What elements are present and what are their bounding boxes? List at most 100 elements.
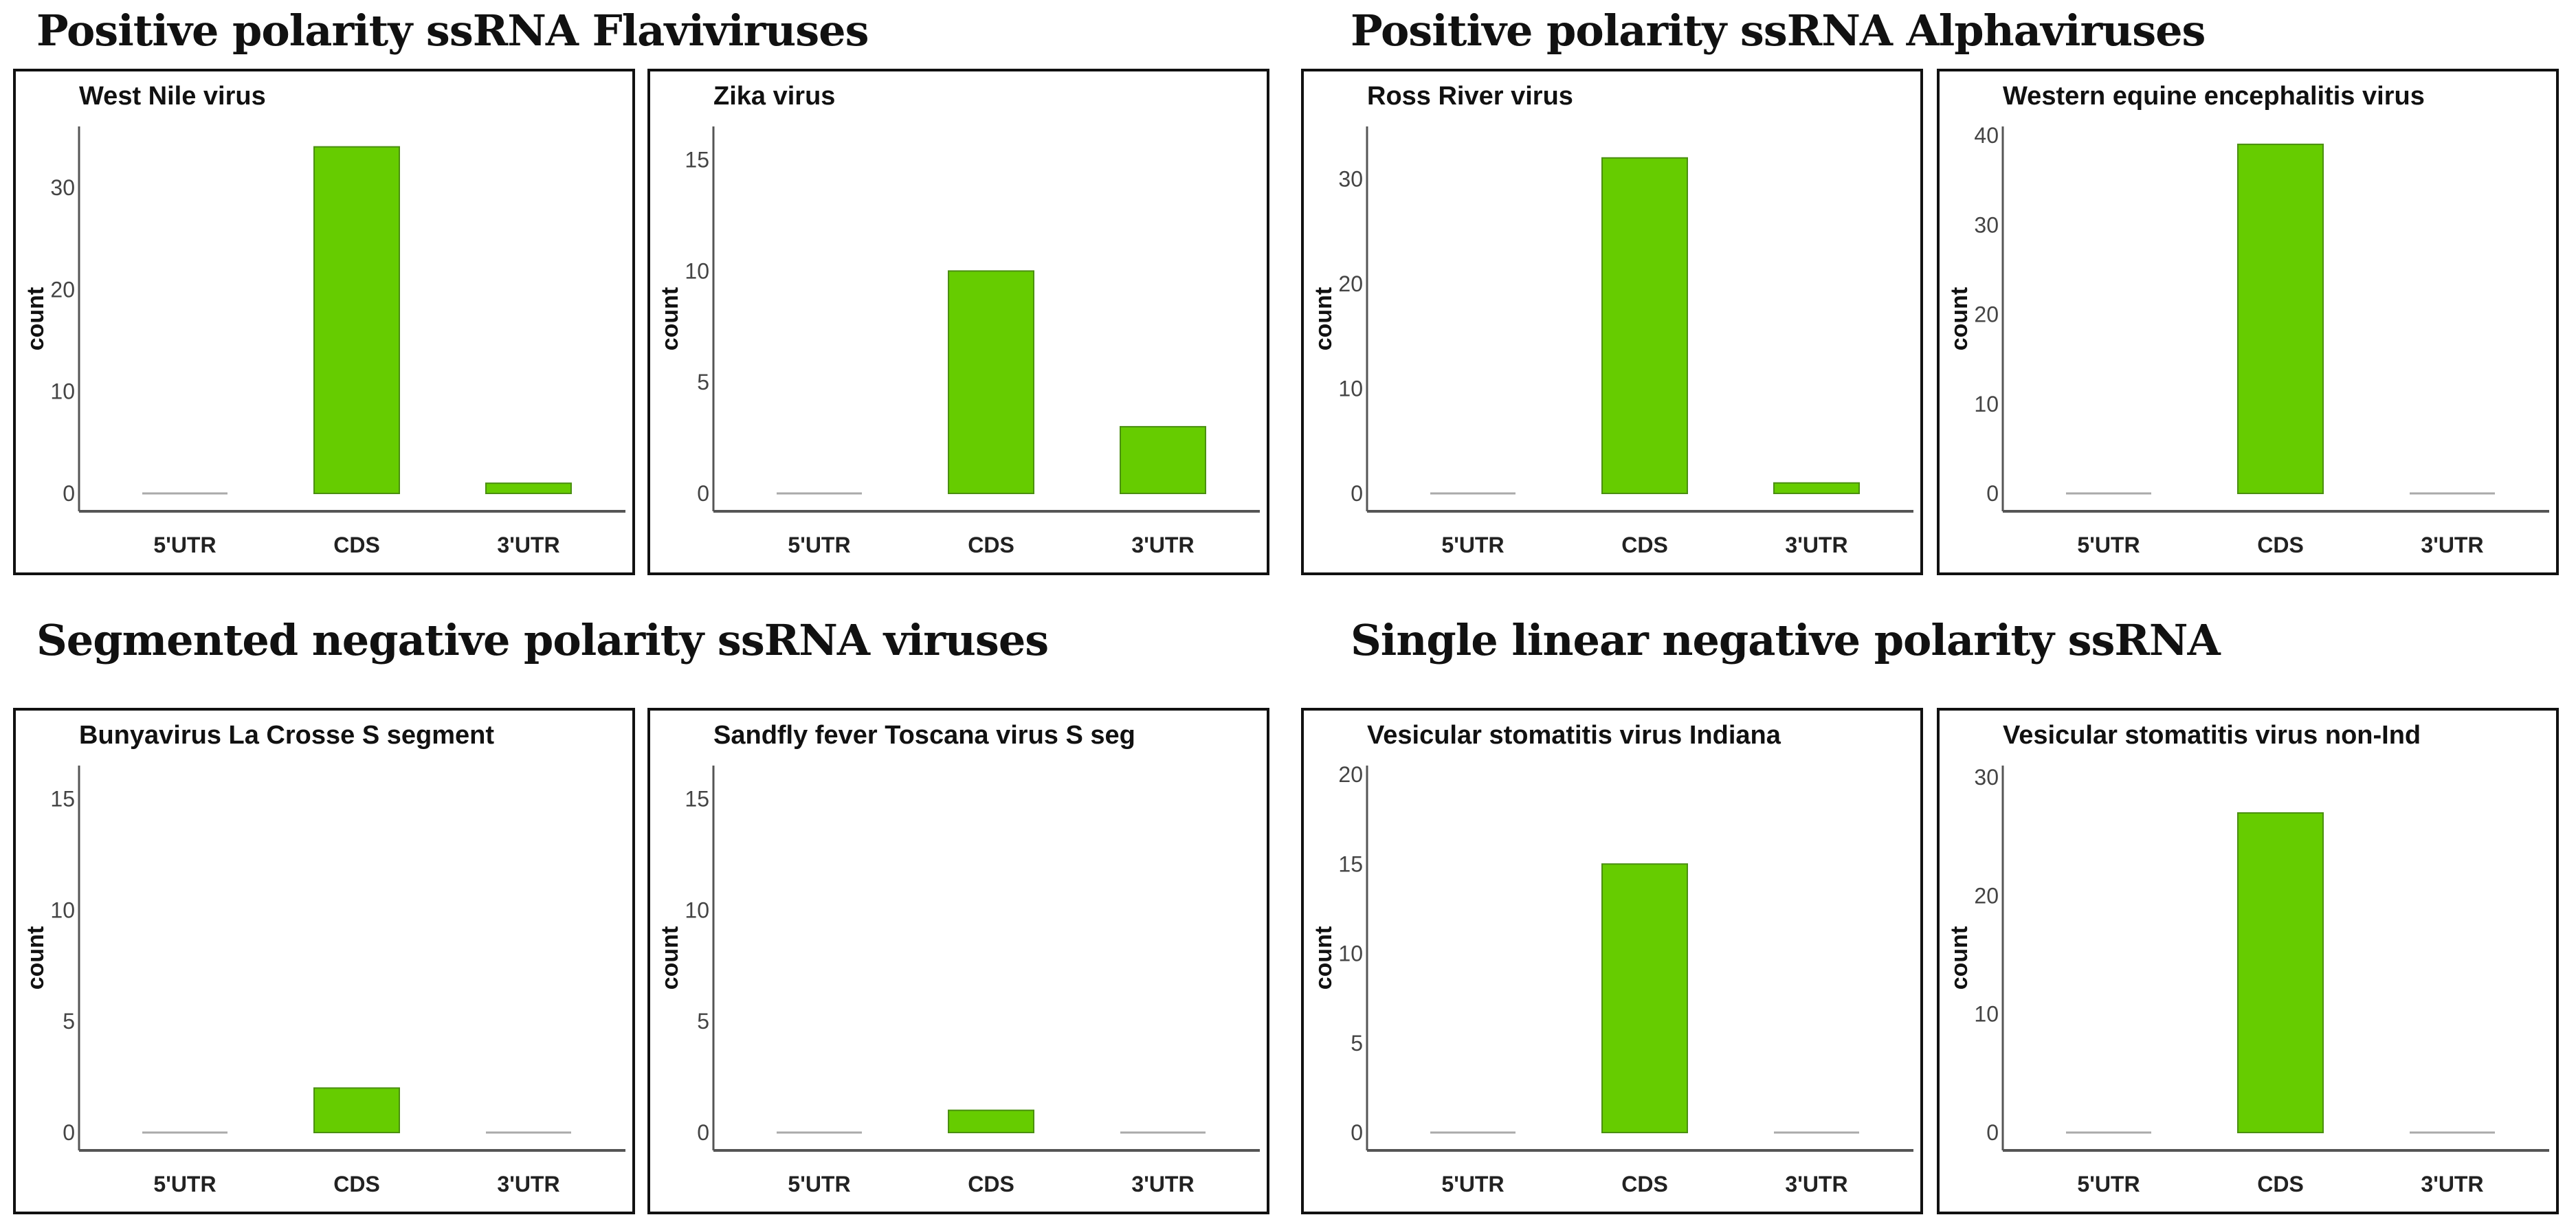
y-tick-label: 5 <box>63 1009 75 1034</box>
x-tick-label: CDS <box>968 1172 1014 1196</box>
y-tick-label: 10 <box>50 898 75 922</box>
y-tick-label: 10 <box>50 379 75 404</box>
x-tick-label: 3'UTR <box>497 533 559 557</box>
chart-panel: Zika virus 0 5 10 15 count 5'UTR CDS 3'UTR <box>647 69 1269 575</box>
y-tick-label: 30 <box>1338 166 1363 191</box>
chart-title: Zika virus <box>713 82 835 111</box>
y-tick-label: 40 <box>1974 123 1999 148</box>
y-axis-label: count <box>1311 287 1337 351</box>
section-title-single-linear-negative: Single linear negative polarity ssRNA <box>1351 615 2221 665</box>
y-tick-label: 0 <box>1986 1120 1999 1145</box>
bar <box>313 1087 400 1133</box>
chart-title: West Nile virus <box>79 82 266 111</box>
y-tick-label: 10 <box>1338 941 1363 966</box>
chart-panel: West Nile virus 0 10 20 30 count 5'UTR CDS 3'UTR <box>13 69 635 575</box>
y-tick-label: 10 <box>1974 392 1999 416</box>
y-tick-label: 0 <box>1351 1120 1363 1145</box>
y-tick-label: 0 <box>1986 481 1999 506</box>
bar <box>948 1109 1034 1133</box>
x-tick-label: 3'UTR <box>1131 1172 1194 1196</box>
x-tick-label: 5'UTR <box>1441 1172 1504 1196</box>
x-tick-label: CDS <box>968 533 1014 557</box>
y-tick-label: 20 <box>1974 883 1999 908</box>
x-tick-label: 3'UTR <box>1785 533 1847 557</box>
y-tick-label: 0 <box>63 481 75 506</box>
y-tick-label: 15 <box>50 787 75 812</box>
y-axis-label: count <box>23 287 49 351</box>
x-tick-label: 5'UTR <box>2077 1172 2140 1196</box>
x-tick-label: 3'UTR <box>2421 533 2483 557</box>
bar <box>2237 812 2324 1133</box>
x-tick-label: 5'UTR <box>2077 533 2140 557</box>
bar-chart: West Nile virus 0 10 20 30 count 5'UTR CDS 3'UTR <box>23 82 625 557</box>
y-tick-label: 0 <box>1351 481 1363 506</box>
y-axis-label: count <box>657 287 683 351</box>
x-tick-label: 3'UTR <box>2421 1172 2483 1196</box>
bar-chart: Vesicular stomatitis virus Indiana 0 5 10 15… <box>1311 721 1913 1196</box>
x-tick-label: CDS <box>1621 533 1668 557</box>
x-tick-label: CDS <box>333 533 380 557</box>
bar-chart: Sandfly fever Toscana virus S seg 0 5 10 15 c… <box>657 721 1260 1196</box>
chart-title: Vesicular stomatitis virus non-Ind <box>2003 721 2421 750</box>
chart-title: Western equine encephalitis virus <box>2003 82 2425 111</box>
y-tick-label: 0 <box>697 481 709 506</box>
y-tick-label: 10 <box>1974 1002 1999 1027</box>
bar-chart: Ross River virus 0 10 20 30 count 5'UTR CDS 3'UT… <box>1311 82 1913 557</box>
y-axis-label: count <box>1946 926 1973 990</box>
bar <box>313 146 400 495</box>
y-tick-label: 20 <box>1338 271 1363 296</box>
bar <box>1120 425 1206 495</box>
y-tick-label: 20 <box>50 277 75 302</box>
chart-title: Bunyavirus La Crosse S segment <box>79 721 494 750</box>
y-axis-label: count <box>657 926 683 990</box>
bar-chart: Western equine encephalitis virus 0 10 20 30… <box>1946 82 2549 557</box>
x-tick-label: 3'UTR <box>1131 533 1194 557</box>
section-title-alphaviruses: Positive polarity ssRNA Alphaviruses <box>1351 5 2206 56</box>
chart-panel: Vesicular stomatitis virus Indiana 0 5 10 15… <box>1301 708 1923 1214</box>
section-title-segmented-negative: Segmented negative polarity ssRNA viruse… <box>36 615 1049 665</box>
x-tick-label: 5'UTR <box>788 533 850 557</box>
bar <box>485 482 572 495</box>
y-tick-label: 20 <box>1974 302 1999 327</box>
y-tick-label: 10 <box>1338 376 1363 401</box>
x-tick-label: 5'UTR <box>153 1172 216 1196</box>
x-tick-label: CDS <box>1621 1172 1668 1196</box>
x-tick-label: 5'UTR <box>1441 533 1504 557</box>
chart-panel: Vesicular stomatitis virus non-Ind 0 10 20 3… <box>1937 708 2559 1214</box>
bar-chart: Zika virus 0 5 10 15 count 5'UTR CDS 3'UTR <box>657 82 1260 557</box>
bar <box>1773 482 1860 495</box>
chart-panel: Ross River virus 0 10 20 30 count 5'UTR CDS 3'UT… <box>1301 69 1923 575</box>
x-tick-label: 5'UTR <box>788 1172 850 1196</box>
chart-panel: Western equine encephalitis virus 0 10 20 30… <box>1937 69 2559 575</box>
chart-title: Ross River virus <box>1367 82 1573 111</box>
y-tick-label: 15 <box>1338 851 1363 876</box>
y-tick-label: 0 <box>697 1120 709 1145</box>
chart-panel: Sandfly fever Toscana virus S seg 0 5 10 15 c… <box>647 708 1269 1214</box>
bar <box>1601 863 1688 1134</box>
y-tick-label: 30 <box>1974 212 1999 237</box>
x-tick-label: CDS <box>2257 1172 2304 1196</box>
x-tick-label: 3'UTR <box>497 1172 559 1196</box>
y-axis-label: count <box>1311 926 1337 990</box>
y-tick-label: 20 <box>1338 762 1363 787</box>
y-tick-label: 10 <box>685 898 709 922</box>
y-tick-label: 30 <box>1974 765 1999 790</box>
bar-chart: Vesicular stomatitis virus non-Ind 0 10 20 3… <box>1946 721 2549 1196</box>
y-axis-label: count <box>23 926 49 990</box>
bar-chart: Bunyavirus La Crosse S segment 0 5 10 15 coun… <box>23 721 625 1196</box>
y-axis-label: count <box>1946 287 1973 351</box>
chart-title: Sandfly fever Toscana virus S seg <box>713 721 1135 750</box>
x-tick-label: 5'UTR <box>153 533 216 557</box>
chart-panel: Bunyavirus La Crosse S segment 0 5 10 15 coun… <box>13 708 635 1214</box>
section-title-flaviviruses: Positive polarity ssRNA Flaviviruses <box>36 5 869 56</box>
chart-title: Vesicular stomatitis virus Indiana <box>1367 721 1781 750</box>
bar <box>1601 157 1688 495</box>
x-tick-label: 3'UTR <box>1785 1172 1847 1196</box>
bar <box>948 270 1034 494</box>
y-tick-label: 5 <box>697 370 709 394</box>
x-tick-label: CDS <box>2257 533 2304 557</box>
x-tick-label: CDS <box>333 1172 380 1196</box>
y-tick-label: 30 <box>50 175 75 200</box>
y-tick-label: 15 <box>685 787 709 812</box>
y-tick-label: 10 <box>685 258 709 283</box>
